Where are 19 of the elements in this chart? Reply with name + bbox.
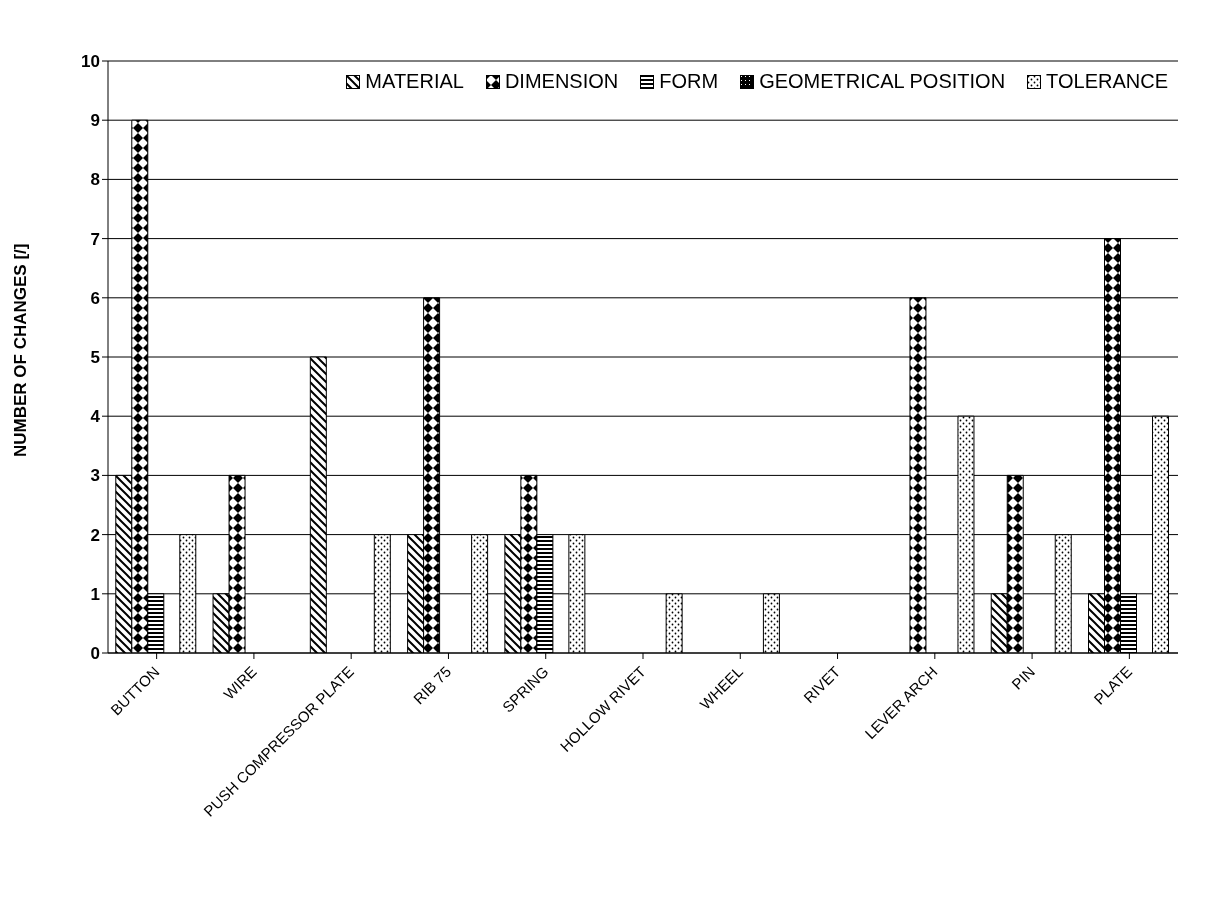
y-axis-title: NUMBER OF CHANGES [/] bbox=[11, 243, 31, 457]
y-tick-label: 8 bbox=[90, 170, 100, 190]
legend-label: DIMENSION bbox=[503, 70, 619, 93]
y-tick-label: 2 bbox=[90, 525, 100, 545]
legend-label: FORM bbox=[658, 70, 719, 93]
y-tick-label: 5 bbox=[90, 348, 100, 368]
y-tick-label: 7 bbox=[90, 229, 100, 249]
legend-label: MATERIAL bbox=[364, 70, 464, 93]
y-tick-label: 9 bbox=[90, 111, 100, 131]
legend-label: TOLERANCE bbox=[1045, 70, 1168, 93]
y-tick-label: 4 bbox=[90, 407, 101, 427]
y-tick-label: 3 bbox=[90, 466, 100, 486]
y-tick-label: 1 bbox=[90, 584, 100, 604]
y-tick-label: 10 bbox=[81, 52, 100, 72]
legend-label: GEOMETRICAL POSITION bbox=[758, 70, 1006, 93]
x-tick-label: RIB 75 bbox=[409, 662, 455, 708]
x-tick-label: PIN bbox=[1008, 662, 1038, 693]
y-tick-label: 0 bbox=[90, 644, 100, 664]
y-tick-label: 6 bbox=[90, 288, 100, 308]
